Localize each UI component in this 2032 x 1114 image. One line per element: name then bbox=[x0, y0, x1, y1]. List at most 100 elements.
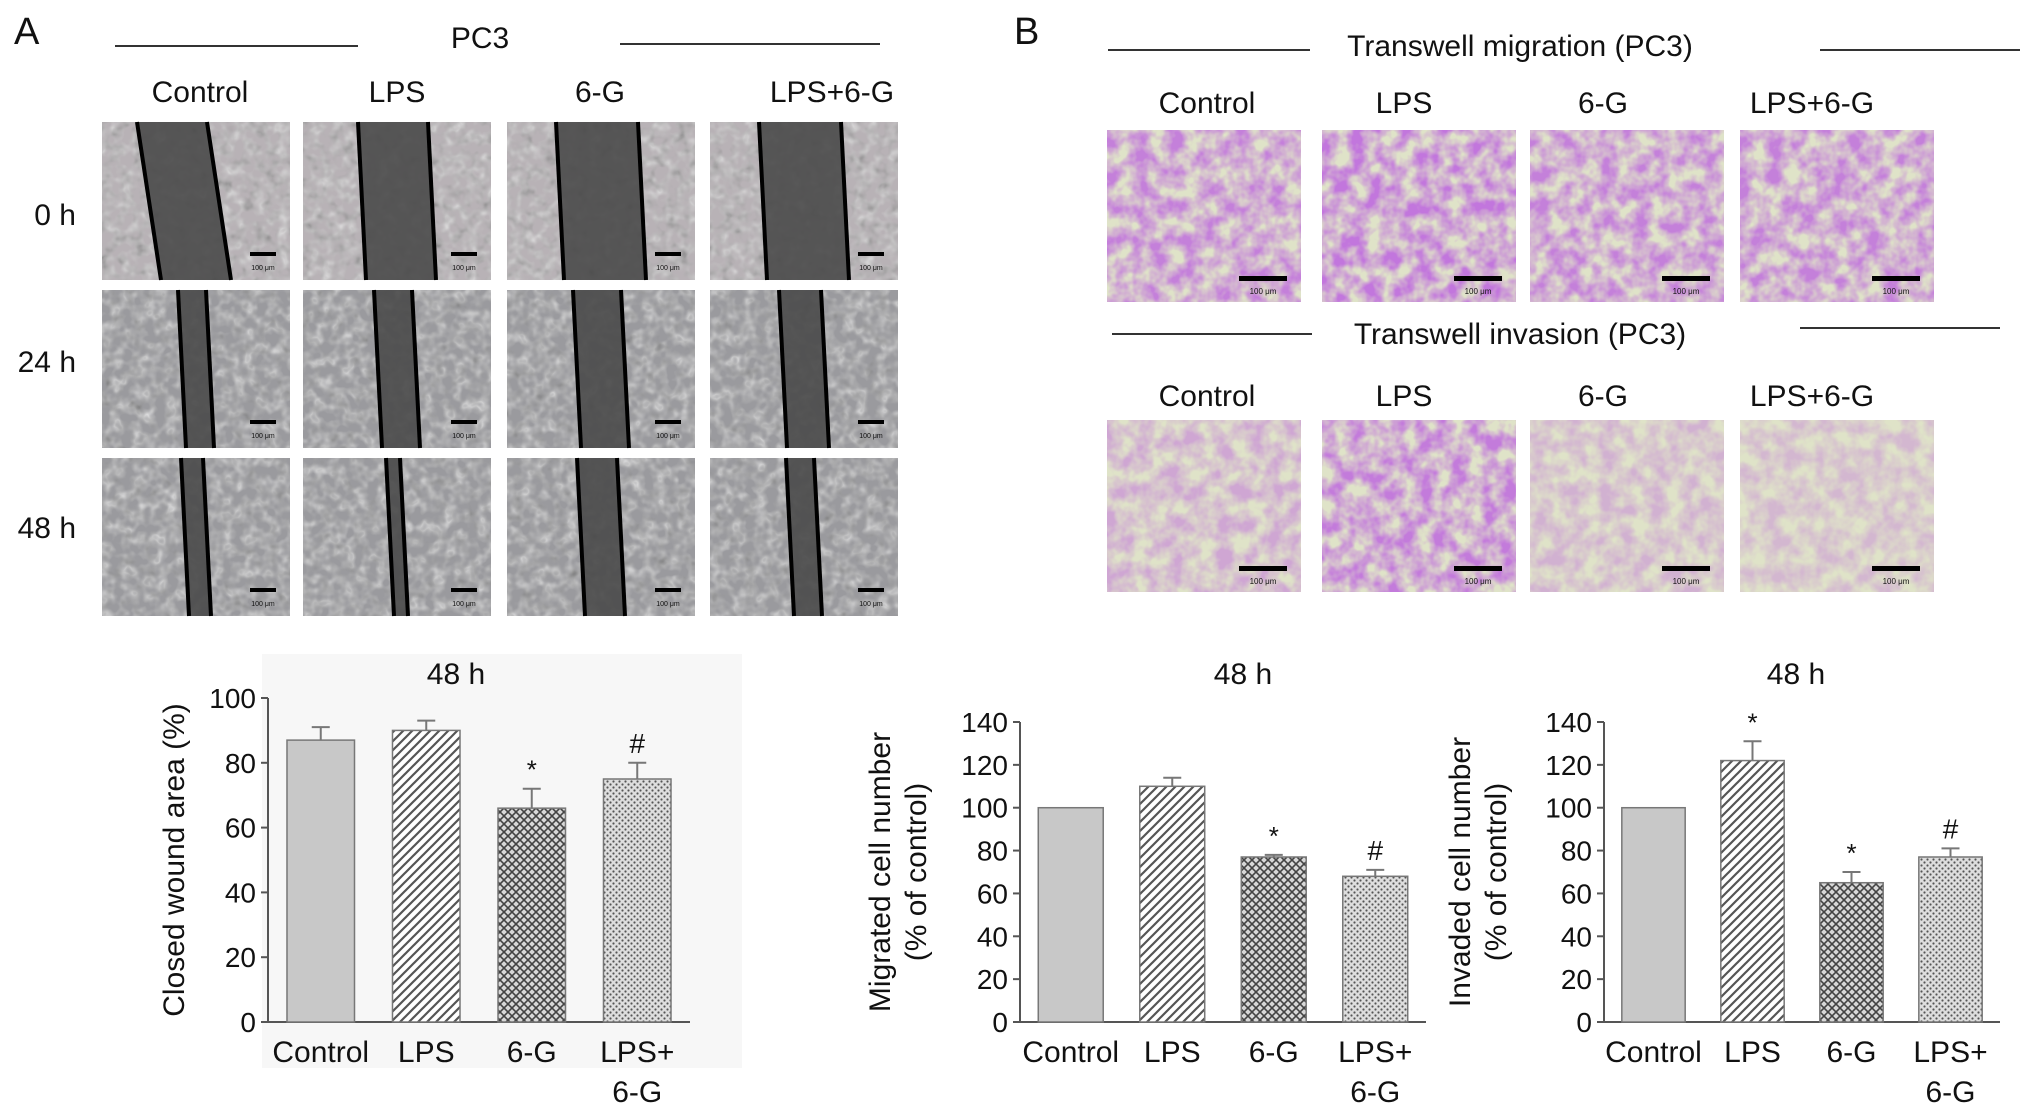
micrograph-a-r1-c0: 100 μm bbox=[102, 289, 290, 449]
y-tick-label-2: 40 bbox=[977, 921, 1008, 952]
y-axis-label-line-0: Invaded cell number bbox=[1444, 737, 1477, 1007]
bar-3 bbox=[602, 778, 672, 1023]
wound-edge-line-left bbox=[176, 289, 188, 449]
micrograph-stain-texture bbox=[1530, 420, 1724, 592]
micrograph-a-r2-c3: 100 μm bbox=[710, 457, 898, 617]
y-tick-label-5: 100 bbox=[209, 683, 256, 714]
wound-edge-line-left bbox=[571, 289, 583, 449]
panel-b-column-label-r0-2: 6-G bbox=[1578, 87, 1628, 120]
y-tick-label-3: 60 bbox=[225, 813, 256, 844]
bar-2 bbox=[1240, 856, 1307, 1023]
category-label-3-line-0: LPS+ bbox=[1338, 1036, 1412, 1069]
scale-bar bbox=[451, 420, 477, 424]
scale-bar bbox=[451, 252, 477, 256]
scale-bar-label: 100 μm bbox=[656, 433, 680, 440]
invasion-header: Transwell invasion (PC3) bbox=[1354, 318, 1686, 351]
scale-bar bbox=[655, 588, 681, 592]
panel-a-column-label-0: Control bbox=[152, 76, 249, 109]
chart-closed-wound-area: 48 h 0 20 40 60 80 100 Closed wound area (%) Con… bbox=[158, 654, 742, 1109]
micrograph-b-r1-c0: 100 μm bbox=[1107, 420, 1301, 592]
y-tick-label-0: 0 bbox=[992, 1007, 1008, 1038]
wound-edge-line-right bbox=[398, 457, 410, 617]
scale-bar bbox=[1872, 276, 1920, 281]
wound-edge-line-left bbox=[575, 457, 587, 617]
micrograph-a-r2-c1: 100 μm bbox=[303, 457, 491, 617]
y-tick-label-4: 80 bbox=[977, 836, 1008, 867]
scale-bar bbox=[655, 252, 681, 256]
micrograph-b-r0-c0: 100 μm bbox=[1107, 130, 1301, 302]
y-tick-label-3: 60 bbox=[977, 878, 1008, 909]
wound-edge-line-left bbox=[757, 121, 769, 281]
bar-0 bbox=[286, 739, 356, 1023]
significance-mark-3: # bbox=[1367, 835, 1383, 866]
scale-bar bbox=[655, 420, 681, 424]
wound-edge-line-left bbox=[784, 457, 796, 617]
significance-mark-2: * bbox=[527, 755, 537, 785]
micrograph-a-r1-c2: 100 μm bbox=[507, 289, 695, 449]
scale-bar-label: 100 μm bbox=[1250, 577, 1277, 586]
scale-bar bbox=[1239, 566, 1287, 571]
micrograph-b-r0-c1: 100 μm bbox=[1322, 130, 1516, 302]
y-tick-label-5: 100 bbox=[1545, 793, 1592, 824]
category-label-0-line-0: Control bbox=[272, 1036, 369, 1069]
panel-a-column-label-3: LPS+6-G bbox=[770, 76, 894, 109]
micrograph-a-r0-c3: 100 μm bbox=[710, 121, 898, 281]
scale-bar bbox=[1239, 276, 1287, 281]
significance-mark-2: * bbox=[1269, 821, 1279, 851]
scale-bar bbox=[858, 588, 884, 592]
micrograph-stain-texture bbox=[1107, 130, 1301, 302]
wound-edge-line-left bbox=[356, 121, 368, 281]
significance-mark-2: * bbox=[1846, 838, 1856, 868]
wound-edge-line-left bbox=[179, 457, 191, 617]
wound-gap bbox=[573, 290, 629, 448]
y-tick-label-0: 0 bbox=[1576, 1007, 1592, 1038]
y-tick-label-0: 0 bbox=[240, 1007, 256, 1038]
panel-a-column-label-2: 6-G bbox=[575, 76, 625, 109]
bar-0 bbox=[1621, 806, 1686, 1023]
wound-edge-line-right bbox=[615, 457, 627, 617]
chart-title: 48 h bbox=[1214, 658, 1272, 691]
micrograph-a-r2-c0: 100 μm bbox=[102, 457, 290, 617]
migration-header: Transwell migration (PC3) bbox=[1347, 30, 1693, 63]
wound-edge-line-right bbox=[636, 121, 648, 281]
scale-bar-label: 100 μm bbox=[1673, 287, 1700, 296]
micrograph-a-r0-c2: 100 μm bbox=[507, 121, 695, 281]
panel-b-column-label-r1-0: Control bbox=[1159, 380, 1256, 413]
scale-bar-label: 100 μm bbox=[452, 601, 476, 608]
wound-edge-line-right bbox=[410, 289, 422, 449]
y-tick-label-1: 20 bbox=[225, 942, 256, 973]
wound-edge-line-right bbox=[204, 289, 216, 449]
y-tick-label-7: 140 bbox=[1545, 707, 1592, 738]
category-label-3-line-1: 6-G bbox=[1925, 1076, 1975, 1109]
y-tick-label-6: 120 bbox=[1545, 750, 1592, 781]
scale-bar bbox=[858, 420, 884, 424]
significance-mark-3: # bbox=[629, 728, 645, 759]
bar-1 bbox=[1720, 759, 1785, 1023]
micrograph-a-r0-c1: 100 μm bbox=[303, 121, 491, 281]
scale-bar-label: 100 μm bbox=[656, 601, 680, 608]
wound-edge-line-left bbox=[554, 121, 566, 281]
panel-a-header: PC3 bbox=[451, 22, 509, 55]
bar-2 bbox=[497, 807, 567, 1023]
y-tick-label-2: 40 bbox=[225, 877, 256, 908]
scale-bar-label: 100 μm bbox=[656, 265, 680, 272]
wound-gap bbox=[759, 122, 849, 280]
panel-b-column-labels: Control LPS 6-G LPS+6-G Control LPS 6-G LPS+6-G bbox=[1159, 87, 1874, 413]
bar-3 bbox=[1342, 875, 1409, 1023]
wound-edge-line-right bbox=[426, 121, 438, 281]
category-label-3-line-0: LPS+ bbox=[1913, 1036, 1987, 1069]
panel-a-row-label-0: 0 h bbox=[34, 199, 76, 232]
panel-b-letter: B bbox=[1014, 11, 1039, 53]
scale-bar-label: 100 μm bbox=[1465, 577, 1492, 586]
wound-edge-line-right bbox=[201, 457, 213, 617]
wound-gap bbox=[358, 122, 436, 280]
y-tick-label-7: 140 bbox=[961, 707, 1008, 738]
panel-b-column-label-r0-1: LPS bbox=[1376, 87, 1433, 120]
scale-bar-label: 100 μm bbox=[1883, 287, 1910, 296]
panel-a-micrograph-grid: 100 μm 100 μm 100 μm 100 μm 100 μm 100 μm 100 … bbox=[102, 121, 898, 617]
panel-b-column-label-r1-1: LPS bbox=[1376, 380, 1433, 413]
scale-bar bbox=[1662, 566, 1710, 571]
micrograph-stain-texture bbox=[1530, 130, 1724, 302]
micrograph-a-r2-c2: 100 μm bbox=[507, 457, 695, 617]
category-label-3-line-1: 6-G bbox=[612, 1076, 662, 1109]
